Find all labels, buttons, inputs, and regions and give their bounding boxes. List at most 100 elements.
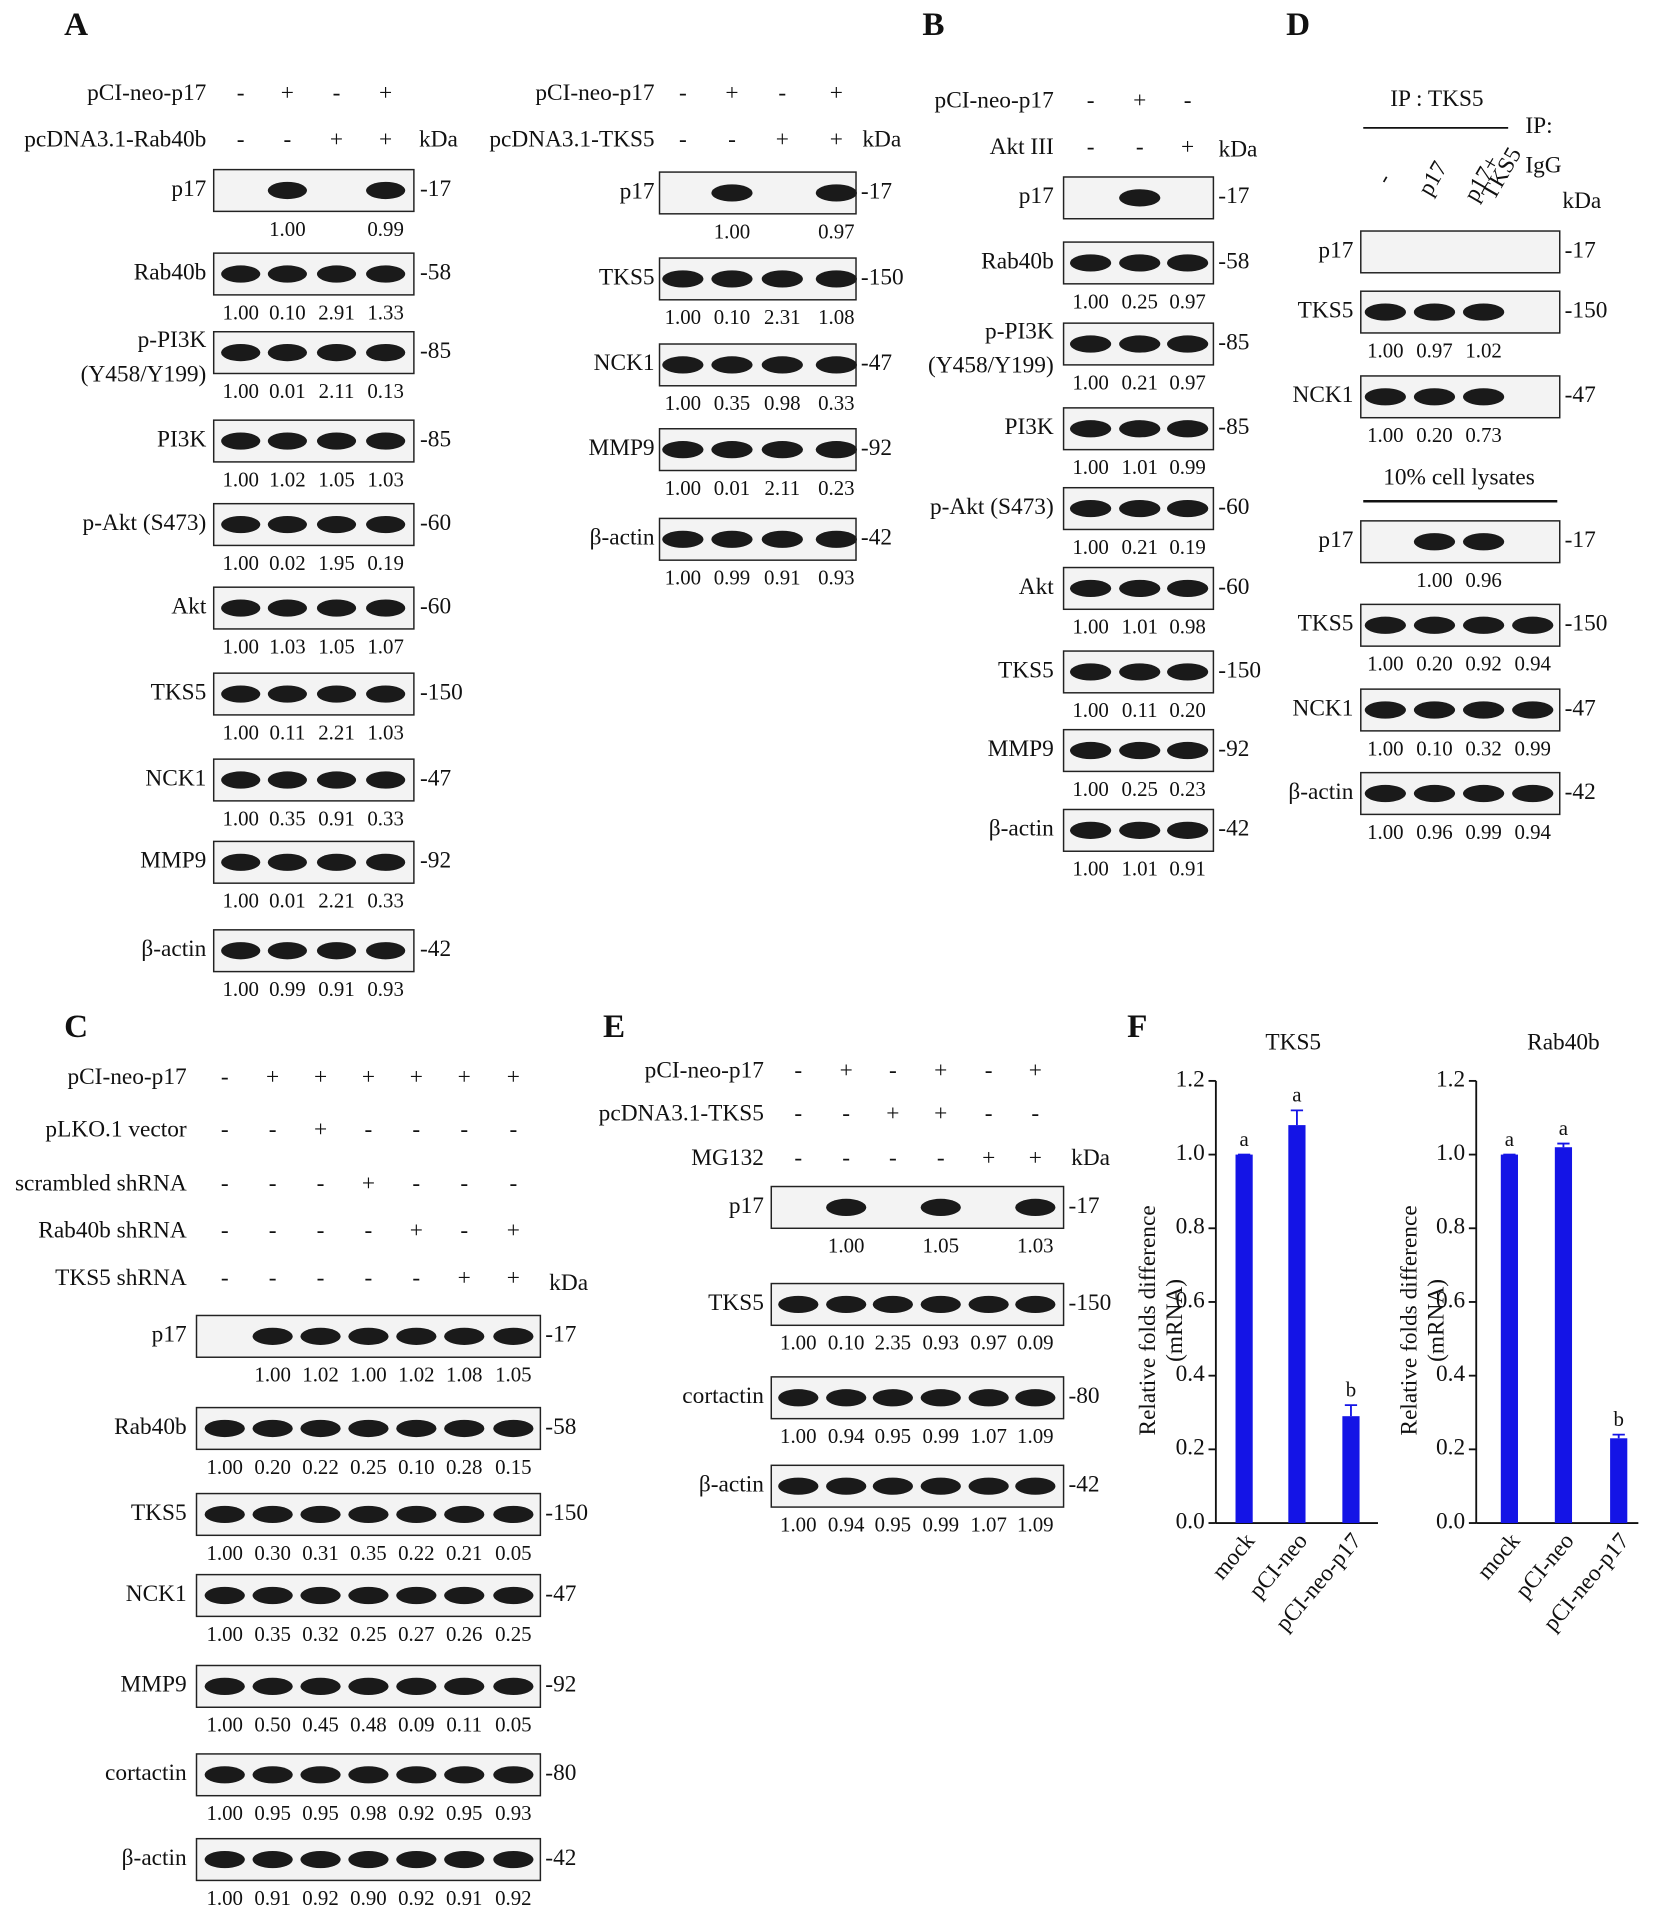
quantification: 1.00 (206, 1886, 243, 1910)
bar-label: a (1239, 1127, 1248, 1151)
band (662, 530, 704, 548)
condition-sign: - (412, 1117, 420, 1143)
band (316, 853, 357, 871)
band (1364, 388, 1406, 406)
quantification: 2.21 (318, 720, 355, 744)
condition-sign: - (1136, 134, 1144, 160)
band (1413, 701, 1456, 719)
condition-sign: - (985, 1101, 993, 1127)
quantification: 1.00 (665, 476, 702, 500)
quantification: 0.93 (495, 1801, 532, 1825)
quantification: 0.94 (828, 1513, 865, 1537)
band (1166, 663, 1209, 681)
blot-name: TKS5 (599, 264, 655, 290)
band (267, 771, 307, 789)
condition-label: Rab40b shRNA (38, 1217, 187, 1243)
lane-label: - (1371, 169, 1397, 189)
band (444, 1766, 485, 1784)
blot-name: Rab40b (981, 248, 1054, 274)
band (1069, 254, 1112, 272)
band (316, 432, 357, 450)
band (1462, 388, 1505, 406)
blot-name: TKS5 (151, 679, 207, 705)
band (1119, 741, 1161, 760)
band (1364, 616, 1406, 634)
blot-name: Rab40b (114, 1414, 187, 1440)
band (711, 356, 753, 374)
quantification: 1.05 (318, 634, 355, 658)
quantification: 1.00 (222, 634, 259, 658)
band (761, 441, 803, 459)
y-axis-label: (mRNA) (1162, 1279, 1188, 1362)
quantification: 0.99 (1465, 820, 1502, 844)
band (300, 1850, 341, 1869)
band (493, 1766, 534, 1784)
condition-sign: - (679, 127, 687, 153)
quantification: 0.94 (828, 1424, 865, 1448)
quantification: 1.00 (206, 1541, 243, 1565)
band (366, 265, 406, 283)
band (252, 1766, 293, 1784)
kda-marker: -150 (861, 264, 904, 290)
quantification: 0.92 (1465, 652, 1502, 676)
band (348, 1586, 389, 1605)
kda-marker: -42 (1068, 1472, 1099, 1498)
quantification: 0.32 (302, 1622, 339, 1646)
quantification: 1.00 (1367, 652, 1404, 676)
band (1364, 303, 1406, 321)
condition-sign: + (458, 1265, 471, 1291)
band (316, 771, 357, 789)
quantification: 1.00 (1072, 370, 1109, 394)
blot-subname: (Y458/Y199) (928, 353, 1054, 379)
band (267, 344, 307, 362)
blot-name: Akt (171, 593, 207, 619)
band (1069, 420, 1112, 438)
quantification: 1.00 (828, 1234, 865, 1258)
quantification: 0.35 (269, 806, 306, 830)
condition-sign: - (269, 1171, 277, 1197)
blot-name: NCK1 (1292, 382, 1353, 408)
condition-sign: - (221, 1217, 229, 1243)
band (204, 1766, 245, 1784)
condition-sign: + (982, 1145, 995, 1171)
quantification: 1.00 (780, 1513, 817, 1537)
band (366, 771, 406, 789)
band (1119, 499, 1161, 518)
quantification: 0.19 (367, 551, 404, 575)
chart-title: TKS5 (1265, 1029, 1321, 1055)
condition-sign: - (1087, 134, 1095, 160)
quantification: 0.50 (254, 1713, 291, 1737)
quantification: 0.97 (818, 219, 855, 243)
bar-label: b (1613, 1407, 1623, 1431)
kda-marker: -60 (1218, 494, 1249, 520)
band (267, 515, 307, 534)
blot-subname: (Y458/Y199) (81, 361, 207, 387)
blot-name: p-PI3K (985, 318, 1054, 344)
band (396, 1505, 437, 1524)
quantification: 0.94 (1514, 652, 1551, 676)
quantification: 1.01 (1121, 615, 1158, 639)
band (1069, 821, 1112, 839)
quantification: 1.09 (1017, 1513, 1054, 1537)
quantification: 0.01 (714, 476, 751, 500)
quantification: 1.03 (367, 467, 404, 491)
blot-name: TKS5 (1298, 297, 1354, 323)
condition-sign: - (269, 1117, 277, 1143)
kda-marker: -150 (1565, 297, 1608, 323)
kda-label: kDa (549, 1270, 589, 1296)
y-axis-label: Relative folds difference (1135, 1205, 1161, 1435)
blot-name: p17 (1318, 237, 1353, 263)
blot-name: Rab40b (134, 259, 207, 285)
bar (1342, 1416, 1360, 1524)
kda-marker: -17 (1565, 237, 1596, 263)
condition-sign: + (410, 1064, 423, 1090)
quantification: 2.31 (764, 305, 801, 329)
condition-sign: + (458, 1064, 471, 1090)
quantification: 2.35 (875, 1331, 912, 1355)
quantification: 1.00 (206, 1713, 243, 1737)
quantification: 1.00 (1367, 423, 1404, 447)
band (493, 1419, 534, 1438)
quantification: 1.00 (665, 305, 702, 329)
panel-letter: D (1286, 6, 1310, 43)
